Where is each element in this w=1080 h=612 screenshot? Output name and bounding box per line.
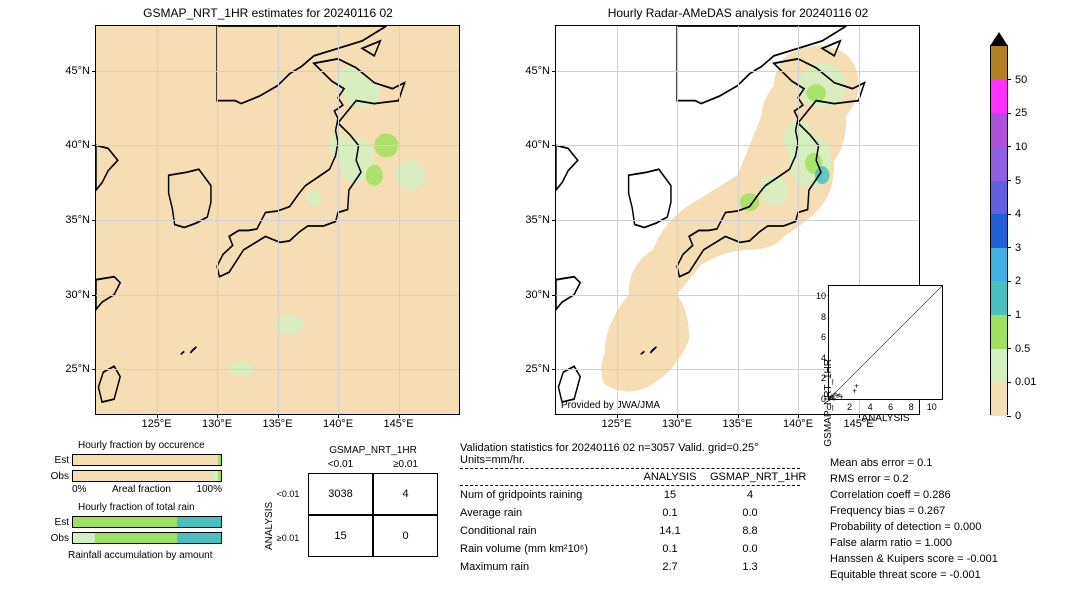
- right-map-title: Hourly Radar-AMeDAS analysis for 2024011…: [608, 6, 869, 20]
- bar-row: Est: [48, 452, 222, 468]
- stats-row: Rain volume (mm km²10⁶)0.10.0: [460, 540, 800, 558]
- x-tick-label: 145°E: [383, 414, 413, 430]
- bars-area: Hourly fraction by occurence Est Obs 0% …: [48, 440, 248, 600]
- bar-xlabel-right: 100%: [196, 484, 222, 495]
- ct-cell: 3038: [308, 473, 373, 515]
- bar-label-obs: Obs: [48, 533, 72, 544]
- stats-col-header: ANALYSIS: [630, 471, 710, 483]
- scores-list: Mean abs error = 0.1RMS error = 0.2Corre…: [830, 455, 998, 583]
- ct-col-header: <0.01: [308, 459, 373, 470]
- bar-track: [72, 532, 222, 544]
- score-row: Hanssen & Kuipers score = -0.001: [830, 551, 998, 567]
- score-row: False alarm ratio = 1.000: [830, 535, 998, 551]
- x-tick-label: 135°E: [262, 414, 292, 430]
- colorbar-tick-label: 2: [1007, 275, 1021, 287]
- y-tick-label: 45°N: [525, 65, 556, 77]
- x-tick-label: 130°E: [662, 414, 692, 430]
- x-tick-label: 140°E: [783, 414, 813, 430]
- stats-row: Num of gridpoints raining154: [460, 486, 800, 504]
- bar-xlabel-left: 0%: [72, 484, 86, 495]
- stats-col-header: GSMAP_NRT_1HR: [710, 471, 790, 483]
- score-row: Equitable threat score = -0.001: [830, 567, 998, 583]
- score-row: Mean abs error = 0.1: [830, 455, 998, 471]
- y-tick-label: 35°N: [65, 214, 96, 226]
- colorbar-tick-label: 1: [1007, 309, 1021, 321]
- bar-label-est: Est: [48, 455, 72, 466]
- accum-title: Rainfall accumulation by amount: [68, 550, 213, 561]
- score-row: RMS error = 0.2: [830, 471, 998, 487]
- y-tick-label: 30°N: [65, 289, 96, 301]
- colorbar-tick-label: 0.5: [1007, 343, 1030, 355]
- x-tick-label: 130°E: [202, 414, 232, 430]
- y-tick-label: 25°N: [525, 363, 556, 375]
- ct-cell: 15: [308, 515, 373, 557]
- stats-row: Maximum rain2.71.3: [460, 558, 800, 576]
- colorbar-tick-label: 0: [1007, 410, 1021, 422]
- ct-col-header: ≥0.01: [373, 459, 438, 470]
- provided-by-label: Provided by JWA/JMA: [561, 400, 660, 411]
- y-tick-label: 45°N: [65, 65, 96, 77]
- bar-label-est: Est: [48, 517, 72, 528]
- x-tick-label: 125°E: [601, 414, 631, 430]
- bar-label-obs: Obs: [48, 471, 72, 482]
- stats-table: Validation statistics for 20240116 02 n=…: [460, 442, 800, 576]
- colorbar-tick-label: 5: [1007, 175, 1021, 187]
- colorbar-tick-label: 25: [1007, 107, 1027, 119]
- ct-cell: 4: [373, 473, 438, 515]
- score-row: Frequency bias = 0.267: [830, 503, 998, 519]
- y-tick-label: 25°N: [65, 363, 96, 375]
- left-map-panel: 125°E130°E135°E140°E145°E25°N30°N35°N40°…: [95, 25, 460, 415]
- scatter-ylabel: GSMAP_NRT_1HR: [824, 343, 835, 447]
- rainfall-colorbar: 00.010.512345102550: [990, 45, 1008, 415]
- colorbar-tick-label: 3: [1007, 242, 1021, 254]
- stats-row: Average rain0.10.0: [460, 504, 800, 522]
- score-row: Probability of detection = 0.000: [830, 519, 998, 535]
- stats-title: Validation statistics for 20240116 02 n=…: [460, 442, 800, 466]
- colorbar-tick-label: 4: [1007, 208, 1021, 220]
- x-tick-label: 135°E: [722, 414, 752, 430]
- stats-row: Conditional rain14.18.8: [460, 522, 800, 540]
- colorbar-tick-label: 0.01: [1007, 376, 1036, 388]
- totalrain-title: Hourly fraction of total rain: [78, 502, 195, 513]
- score-row: Correlation coeff = 0.286: [830, 487, 998, 503]
- left-map-title: GSMAP_NRT_1HR estimates for 20240116 02: [143, 6, 393, 20]
- colorbar-tick-label: 50: [1007, 74, 1027, 86]
- y-tick-label: 35°N: [525, 214, 556, 226]
- ct-cell: 0: [373, 515, 438, 557]
- ct-row-header: <0.01: [270, 489, 306, 499]
- scatter-xlabel: ANALYSIS: [861, 399, 909, 424]
- y-tick-label: 40°N: [525, 139, 556, 151]
- colorbar-tick-label: 10: [1007, 141, 1027, 153]
- bar-track: [72, 470, 222, 482]
- y-tick-label: 30°N: [525, 289, 556, 301]
- scatter-inset: 00224466881010+++++++++++ANALYSISGSMAP_N…: [828, 285, 943, 400]
- ct-col-title: GSMAP_NRT_1HR: [308, 445, 438, 456]
- bar-row: Est: [48, 514, 222, 530]
- bar-row: Obs: [48, 530, 222, 546]
- occurrence-title: Hourly fraction by occurence: [78, 440, 205, 451]
- ct-row-header: ≥0.01: [270, 533, 306, 543]
- contingency-table: GSMAP_NRT_1HR <0.01 ≥0.01 ANALYSIS <0.01…: [268, 445, 438, 575]
- bar-track: [72, 454, 222, 466]
- bar-row: Obs: [48, 468, 222, 484]
- y-tick-label: 40°N: [65, 139, 96, 151]
- x-tick-label: 140°E: [323, 414, 353, 430]
- bar-track: [72, 516, 222, 528]
- bar-xlabel-mid: Areal fraction: [112, 484, 171, 495]
- x-tick-label: 125°E: [141, 414, 171, 430]
